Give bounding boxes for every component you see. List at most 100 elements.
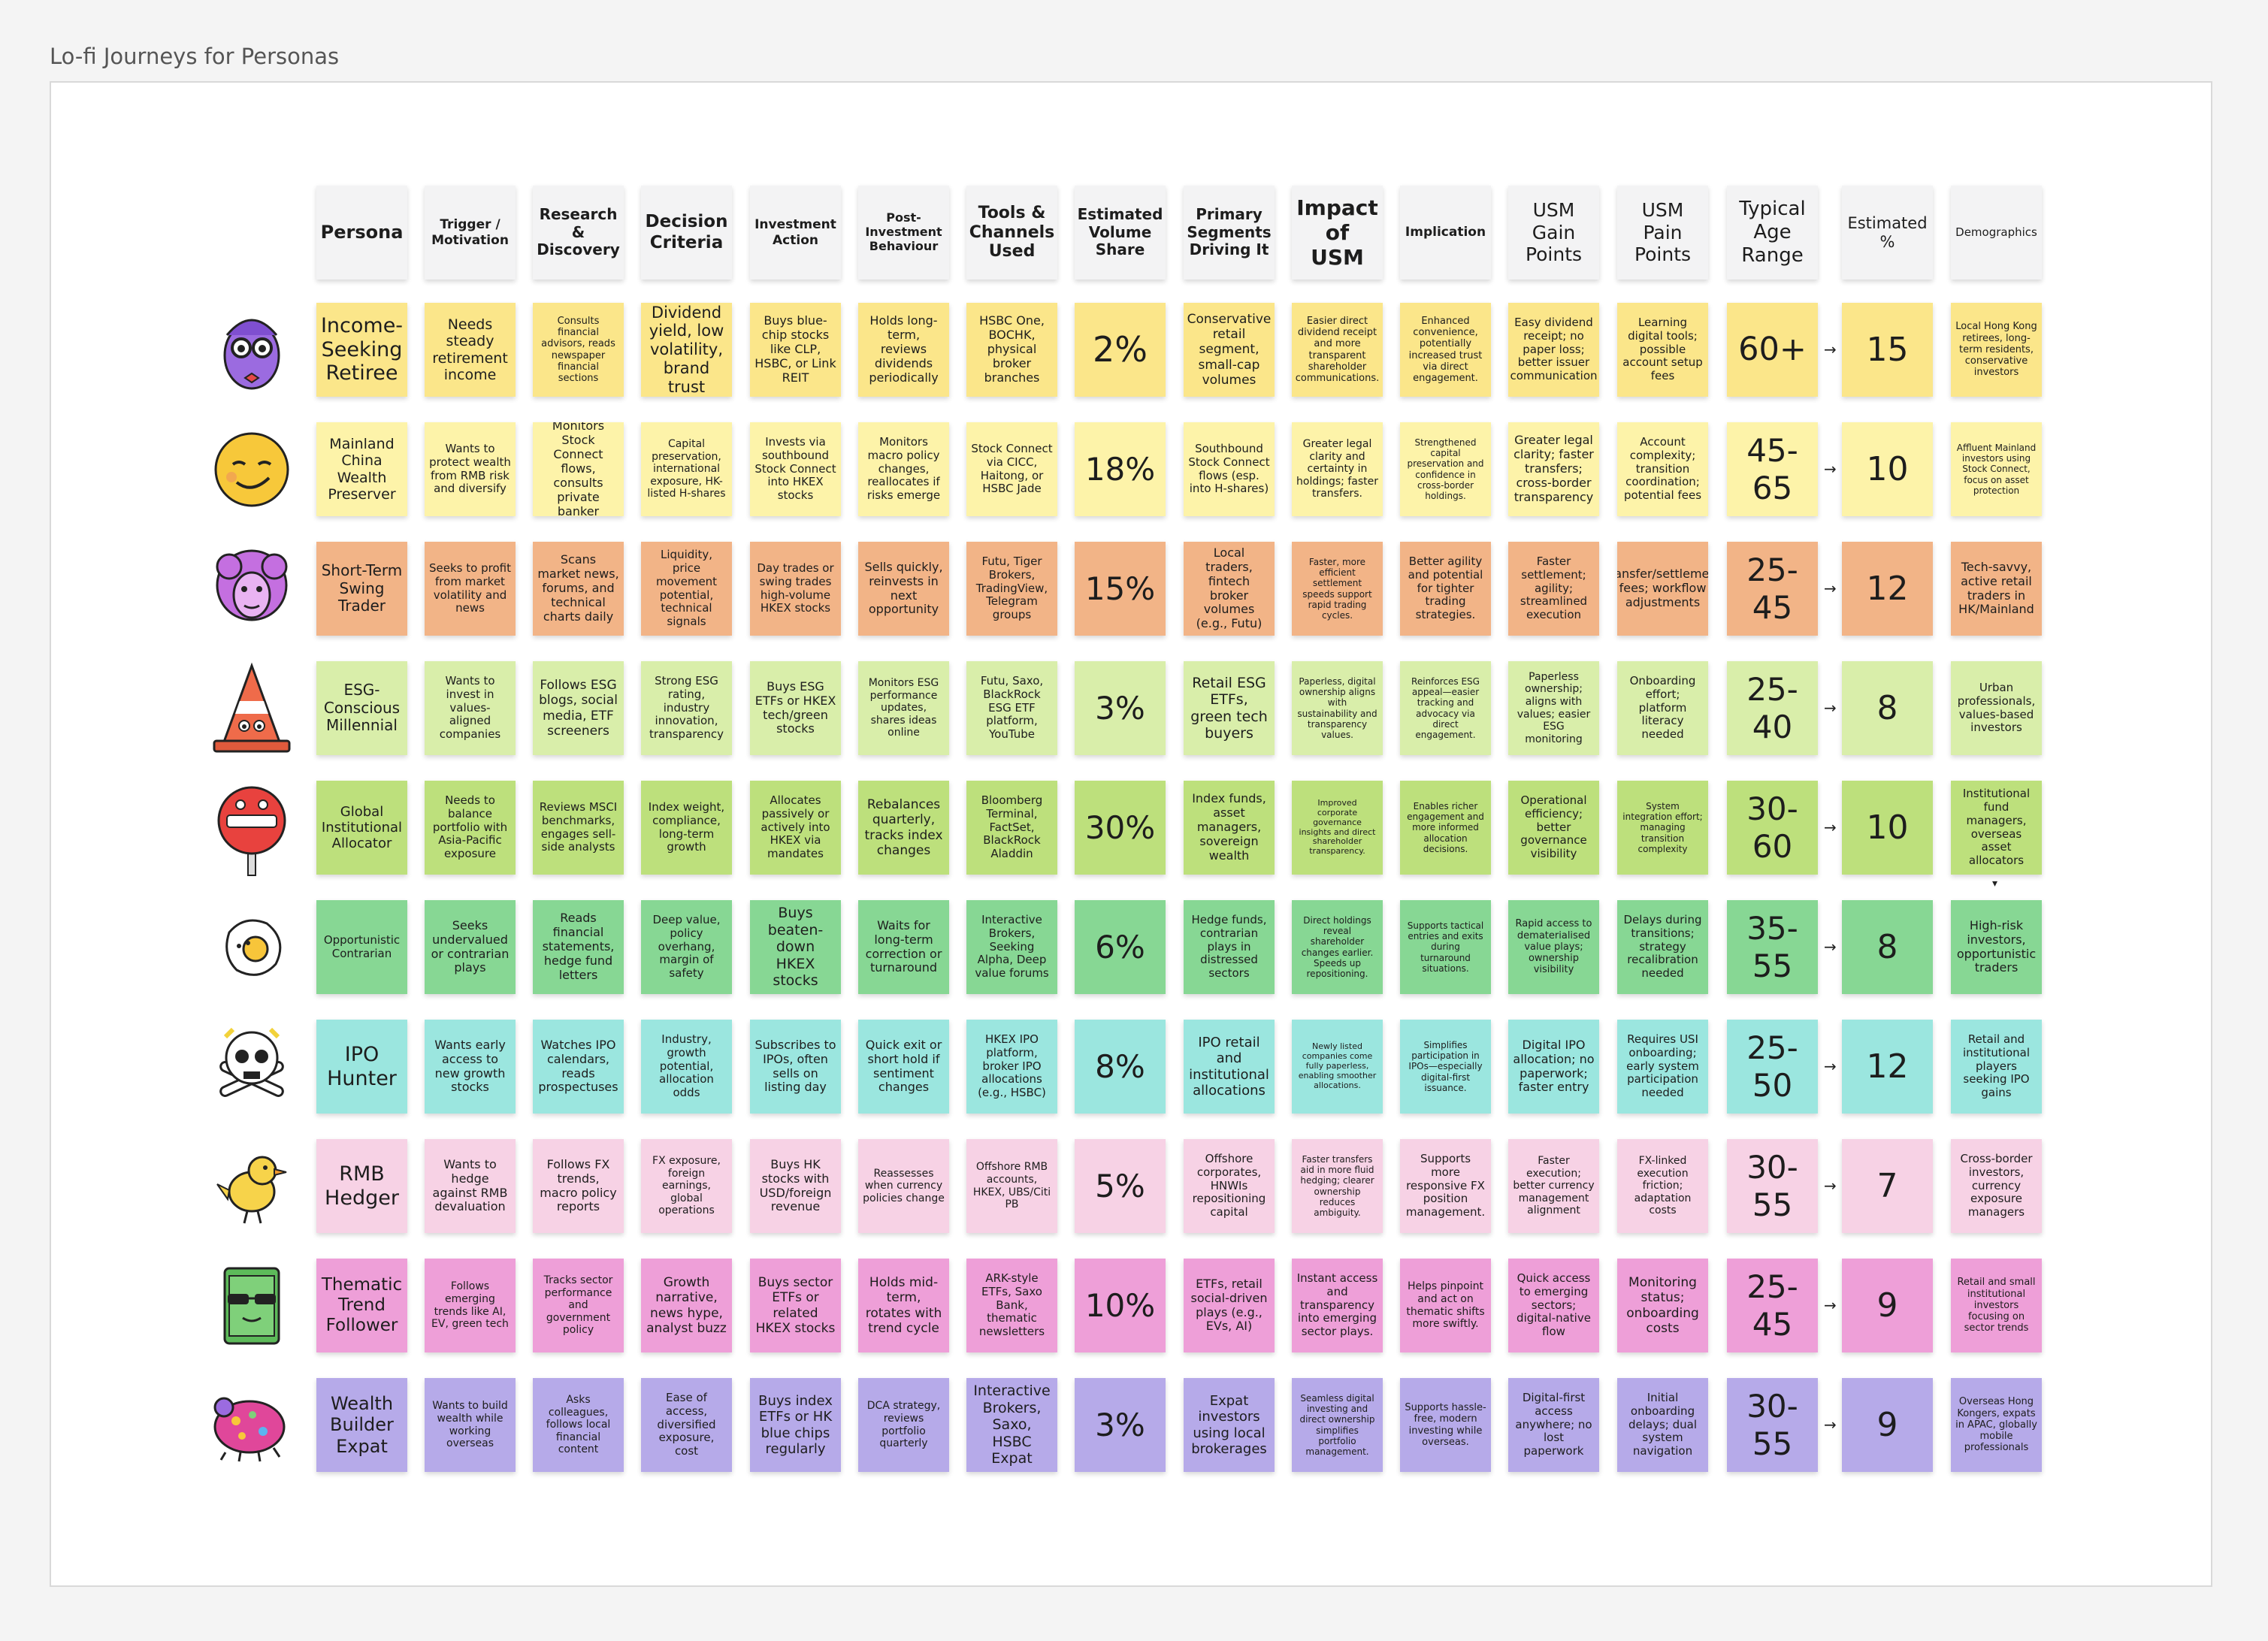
usm-pain-points-note[interactable]: Learning digital tools; possible account… <box>1617 303 1708 397</box>
primary-segments-note[interactable]: Retail ESG ETFs, green tech buyers <box>1184 661 1275 755</box>
tools-channels-note[interactable]: ARK-style ETFs, Saxo Bank, thematic news… <box>966 1259 1057 1352</box>
volume-share-note[interactable]: 3% <box>1075 1378 1166 1472</box>
post-investment-behaviour-note[interactable]: DCA strategy, reviews portfolio quarterl… <box>858 1378 949 1472</box>
research-discovery-note[interactable]: Watches IPO calendars, reads prospectuse… <box>533 1020 624 1114</box>
investment-action-note[interactable]: Buys HK stocks with USD/foreign revenue <box>750 1139 841 1233</box>
implication-note[interactable]: Supports more responsive FX position man… <box>1400 1139 1491 1233</box>
post-investment-behaviour-note[interactable]: Holds mid-term, rotates with trend cycle <box>858 1259 949 1352</box>
investment-action-note[interactable]: Buys blue-chip stocks like CLP, HSBC, or… <box>750 303 841 397</box>
post-investment-behaviour-note[interactable]: Rebalances quarterly, tracks index chang… <box>858 781 949 875</box>
age-range-note[interactable]: 35-55 <box>1727 900 1818 994</box>
persona-note[interactable]: Short-Term Swing Trader <box>316 542 407 636</box>
investment-action-note[interactable]: Buys sector ETFs or related HKEX stocks <box>750 1259 841 1352</box>
persona-note[interactable]: IPO Hunter <box>316 1020 407 1114</box>
usm-pain-points-note[interactable]: Requires USI onboarding; early system pa… <box>1617 1020 1708 1114</box>
primary-segments-note[interactable]: Conservative retail segment, small-cap v… <box>1184 303 1275 397</box>
usm-gain-points-note[interactable]: Digital-first access anywhere; no lost p… <box>1508 1378 1599 1472</box>
estimated-percent-note[interactable]: 7 <box>1842 1139 1933 1233</box>
persona-note[interactable]: Thematic Trend Follower <box>316 1259 407 1352</box>
column-header-decision-criteria[interactable]: Decision Criteria <box>641 186 732 280</box>
persona-note[interactable]: Global Institutional Allocator <box>316 781 407 875</box>
impact-of-usm-note[interactable]: Faster, more efficient settlement speeds… <box>1292 542 1383 636</box>
implication-note[interactable]: Supports tactical entries and exits duri… <box>1400 900 1491 994</box>
trigger-motivation-note[interactable]: Seeks undervalued or contrarian plays <box>425 900 516 994</box>
research-discovery-note[interactable]: Monitors Stock Connect flows, consults p… <box>533 422 624 516</box>
estimated-percent-note[interactable]: 12 <box>1842 1020 1933 1114</box>
usm-gain-points-note[interactable]: Paperless ownership; aligns with values;… <box>1508 661 1599 755</box>
primary-segments-note[interactable]: Index funds, asset managers, sovereign w… <box>1184 781 1275 875</box>
primary-segments-note[interactable]: Offshore corporates, HNWIs repositioning… <box>1184 1139 1275 1233</box>
column-header-tools-channels[interactable]: Tools & Channels Used <box>966 186 1057 280</box>
trigger-motivation-note[interactable]: Wants to protect wealth from RMB risk an… <box>425 422 516 516</box>
estimated-percent-note[interactable]: 9 <box>1842 1259 1933 1352</box>
primary-segments-note[interactable]: Southbound Stock Connect flows (esp. int… <box>1184 422 1275 516</box>
usm-gain-points-note[interactable]: Faster execution; better currency manage… <box>1508 1139 1599 1233</box>
age-range-note[interactable]: 30-60 <box>1727 781 1818 875</box>
decision-criteria-note[interactable]: Industry, growth potential, allocation o… <box>641 1020 732 1114</box>
usm-pain-points-note[interactable]: Delays during transitions; strategy reca… <box>1617 900 1708 994</box>
impact-of-usm-note[interactable]: Faster transfers aid in more fluid hedgi… <box>1292 1139 1383 1233</box>
demographics-note[interactable]: Retail and institutional players seeking… <box>1951 1020 2042 1114</box>
impact-of-usm-note[interactable]: Easier direct dividend receipt and more … <box>1292 303 1383 397</box>
demographics-note[interactable]: Affluent Mainland investors using Stock … <box>1951 422 2042 516</box>
post-investment-behaviour-note[interactable]: Reassesses when currency policies change <box>858 1139 949 1233</box>
investment-action-note[interactable]: Buys ESG ETFs or HKEX tech/green stocks <box>750 661 841 755</box>
research-discovery-note[interactable]: Follows ESG blogs, social media, ETF scr… <box>533 661 624 755</box>
tools-channels-note[interactable]: Interactive Brokers, Seeking Alpha, Deep… <box>966 900 1057 994</box>
demographics-note[interactable]: High-risk investors, opportunistic trade… <box>1951 900 2042 994</box>
column-header-primary-segments[interactable]: Primary Segments Driving It <box>1184 186 1275 280</box>
column-header-trigger-motivation[interactable]: Trigger / Motivation <box>425 186 516 280</box>
impact-of-usm-note[interactable]: Newly listed companies come fully paperl… <box>1292 1020 1383 1114</box>
research-discovery-note[interactable]: Follows FX trends, macro policy reports <box>533 1139 624 1233</box>
investment-action-note[interactable]: Buys beaten-down HKEX stocks <box>750 900 841 994</box>
demographics-note[interactable]: Cross-border investors, currency exposur… <box>1951 1139 2042 1233</box>
age-range-note[interactable]: 25-45 <box>1727 542 1818 636</box>
column-header-volume-share[interactable]: Estimated Volume Share <box>1075 186 1166 280</box>
persona-note[interactable]: Mainland China Wealth Preserver <box>316 422 407 516</box>
post-investment-behaviour-note[interactable]: Monitors ESG performance updates, shares… <box>858 661 949 755</box>
investment-action-note[interactable]: Buys index ETFs or HK blue chips regular… <box>750 1378 841 1472</box>
age-range-note[interactable]: 45-65 <box>1727 422 1818 516</box>
impact-of-usm-note[interactable]: Instant access and transparency into eme… <box>1292 1259 1383 1352</box>
demographics-note[interactable]: Retail and small institutional investors… <box>1951 1259 2042 1352</box>
post-investment-behaviour-note[interactable]: Holds long-term, reviews dividends perio… <box>858 303 949 397</box>
column-header-usm-pain-points[interactable]: USM Pain Points <box>1617 186 1708 280</box>
tools-channels-note[interactable]: HKEX IPO platform, broker IPO allocation… <box>966 1020 1057 1114</box>
primary-segments-note[interactable]: Hedge funds, contrarian plays in distres… <box>1184 900 1275 994</box>
implication-note[interactable]: Helps pinpoint and act on thematic shift… <box>1400 1259 1491 1352</box>
age-range-note[interactable]: 25-40 <box>1727 661 1818 755</box>
estimated-percent-note[interactable]: 8 <box>1842 900 1933 994</box>
impact-of-usm-note[interactable]: Direct holdings reveal shareholder chang… <box>1292 900 1383 994</box>
decision-criteria-note[interactable]: Dividend yield, low volatility, brand tr… <box>641 303 732 397</box>
column-header-age-range[interactable]: Typical Age Range <box>1727 186 1818 280</box>
usm-pain-points-note[interactable]: Monitoring status; onboarding costs <box>1617 1259 1708 1352</box>
persona-note[interactable]: Opportunistic Contrarian <box>316 900 407 994</box>
implication-note[interactable]: Simplifies participation in IPOs—especia… <box>1400 1020 1491 1114</box>
implication-note[interactable]: Enhanced convenience, potentially increa… <box>1400 303 1491 397</box>
implication-note[interactable]: Strengthened capital preservation and co… <box>1400 422 1491 516</box>
usm-pain-points-note[interactable]: Account complexity; transition coordinat… <box>1617 422 1708 516</box>
trigger-motivation-note[interactable]: Needs to balance portfolio with Asia-Pac… <box>425 781 516 875</box>
primary-segments-note[interactable]: ETFs, retail social-driven plays (e.g., … <box>1184 1259 1275 1352</box>
investment-action-note[interactable]: Invests via southbound Stock Connect int… <box>750 422 841 516</box>
decision-criteria-note[interactable]: Deep value, policy overhang, margin of s… <box>641 900 732 994</box>
estimated-percent-note[interactable]: 9 <box>1842 1378 1933 1472</box>
primary-segments-note[interactable]: IPO retail and institutional allocations <box>1184 1020 1275 1114</box>
trigger-motivation-note[interactable]: Needs steady retirement income <box>425 303 516 397</box>
tools-channels-note[interactable]: Offshore RMB accounts, HKEX, UBS/Citi PB <box>966 1139 1057 1233</box>
tools-channels-note[interactable]: Interactive Brokers, Saxo, HSBC Expat <box>966 1378 1057 1472</box>
persona-note[interactable]: Wealth Builder Expat <box>316 1378 407 1472</box>
implication-note[interactable]: Better agility and potential for tighter… <box>1400 542 1491 636</box>
usm-pain-points-note[interactable]: Initial onboarding delays; dual system n… <box>1617 1378 1708 1472</box>
column-header-post-investment-behaviour[interactable]: Post-Investment Behaviour <box>858 186 949 280</box>
research-discovery-note[interactable]: Tracks sector performance and government… <box>533 1259 624 1352</box>
post-investment-behaviour-note[interactable]: Sells quickly, reinvests in next opportu… <box>858 542 949 636</box>
impact-of-usm-note[interactable]: Seamless digital investing and direct ow… <box>1292 1378 1383 1472</box>
decision-criteria-note[interactable]: Ease of access, diversified exposure, co… <box>641 1378 732 1472</box>
decision-criteria-note[interactable]: Capital preservation, international expo… <box>641 422 732 516</box>
primary-segments-note[interactable]: Expat investors using local brokerages <box>1184 1378 1275 1472</box>
column-header-research-discovery[interactable]: Research & Discovery <box>533 186 624 280</box>
usm-gain-points-note[interactable]: Greater legal clarity; faster transfers;… <box>1508 422 1599 516</box>
implication-note[interactable]: Enables richer engagement and more infor… <box>1400 781 1491 875</box>
tools-channels-note[interactable]: Bloomberg Terminal, FactSet, BlackRock A… <box>966 781 1057 875</box>
